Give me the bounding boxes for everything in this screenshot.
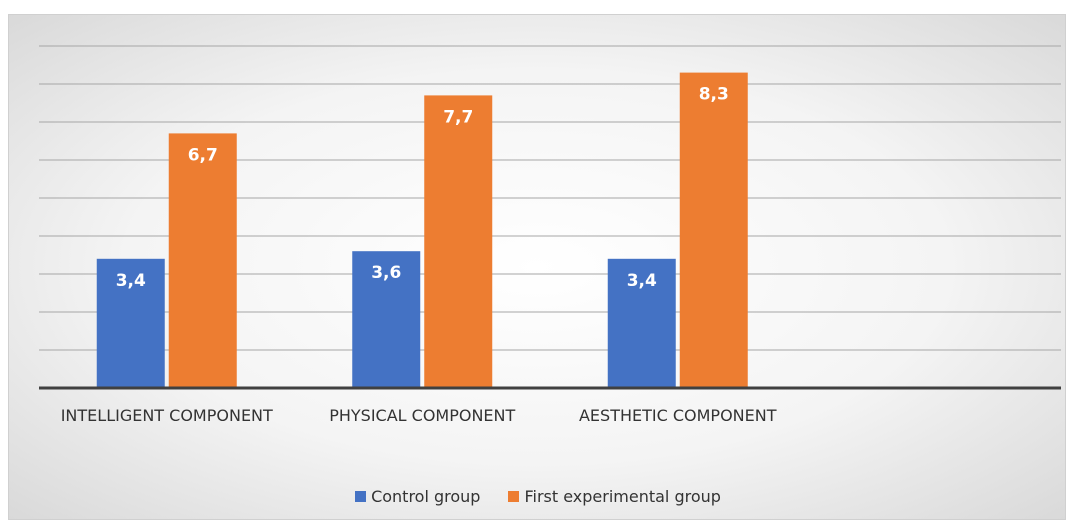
data-label: 3,4	[116, 271, 146, 291]
bar	[96, 258, 165, 388]
data-label: 3,6	[371, 263, 401, 283]
x-tick-label: PHYSICAL COMPONENT	[329, 406, 516, 425]
legend-item: Control group	[355, 487, 480, 506]
bar	[168, 133, 237, 388]
legend: Control group First experimental group	[9, 487, 1067, 506]
bar	[679, 72, 748, 388]
data-label: 7,7	[443, 107, 473, 127]
legend-swatch	[355, 491, 367, 502]
legend-item: First experimental group	[508, 487, 721, 506]
chart: 3,4 3,6 3,4 6,7 7,7 8,3 Control group First ex…	[8, 14, 1066, 520]
legend-swatch	[508, 491, 520, 502]
x-tick-label: AESTHETIC COMPONENT	[578, 406, 777, 425]
data-label: 8,3	[699, 85, 729, 105]
x-tick-label: INTELLIGENT COMPONENT	[60, 406, 273, 425]
legend-label: Control group	[371, 487, 481, 506]
legend-label: First experimental group	[524, 487, 721, 506]
data-label: 3,4	[627, 271, 657, 291]
bar	[607, 258, 676, 388]
plot: 3,4 3,6 3,4 6,7 7,7 8,3	[39, 45, 1061, 390]
bar	[424, 95, 493, 389]
bar	[352, 251, 421, 388]
data-label: 6,7	[188, 145, 218, 165]
